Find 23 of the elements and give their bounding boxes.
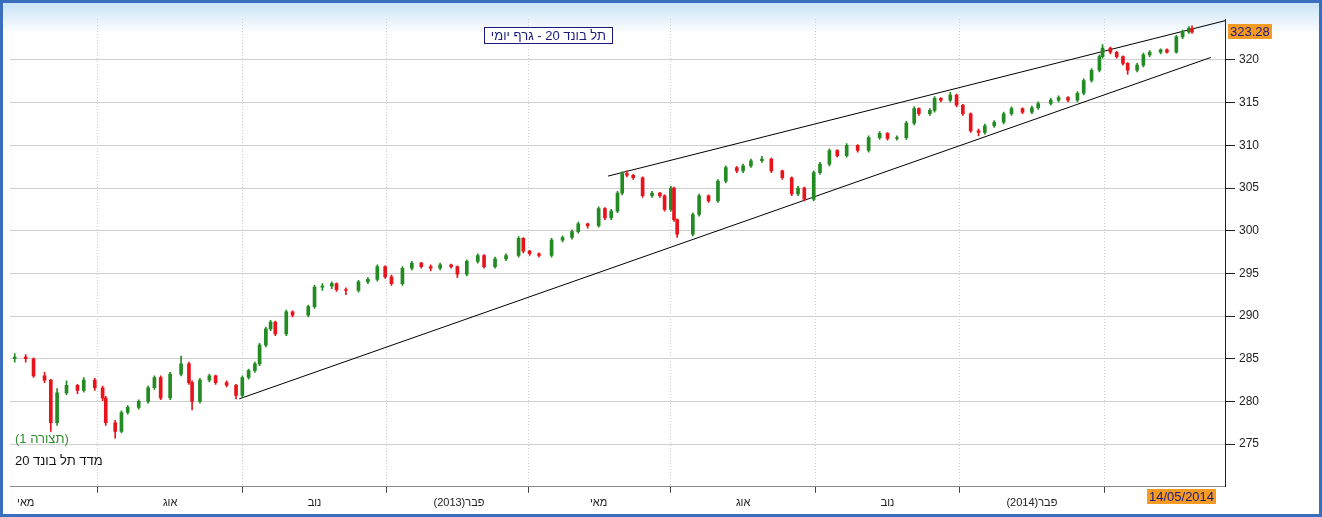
- x-tick-label: מאי: [590, 496, 608, 509]
- y-tick-label: 285: [1239, 351, 1260, 366]
- y-tick-label: 275: [1239, 436, 1260, 451]
- y-tick-label: 280: [1239, 393, 1260, 408]
- annotation: 323.28: [1228, 23, 1272, 39]
- y-tick-label: 320: [1239, 52, 1260, 67]
- y-tick-label: 300: [1239, 223, 1260, 238]
- annotation: מדד תל בונד 20: [15, 452, 103, 468]
- x-tick-label: פבר(2013): [433, 496, 485, 509]
- y-tick-label: 290: [1239, 308, 1260, 323]
- y-tick-label: 295: [1239, 265, 1260, 280]
- x-tick-label: נוב: [880, 496, 895, 509]
- annotation: (תצורה 1): [15, 430, 69, 446]
- x-tick-label: פבר(2014): [1006, 496, 1058, 509]
- text: 14/05/2014: [1147, 488, 1217, 504]
- x-tick-label: אוג: [162, 496, 178, 509]
- y-tick-label: 305: [1239, 180, 1260, 195]
- x-tick-label: מאי: [17, 496, 35, 509]
- text: תל בונד 20 - גרף יומי: [483, 27, 613, 44]
- y-tick-label: 310: [1239, 137, 1260, 152]
- x-tick-label: נוב: [307, 496, 322, 509]
- x-tick-label: אוג: [735, 496, 751, 509]
- y-tick-label: 315: [1239, 94, 1260, 109]
